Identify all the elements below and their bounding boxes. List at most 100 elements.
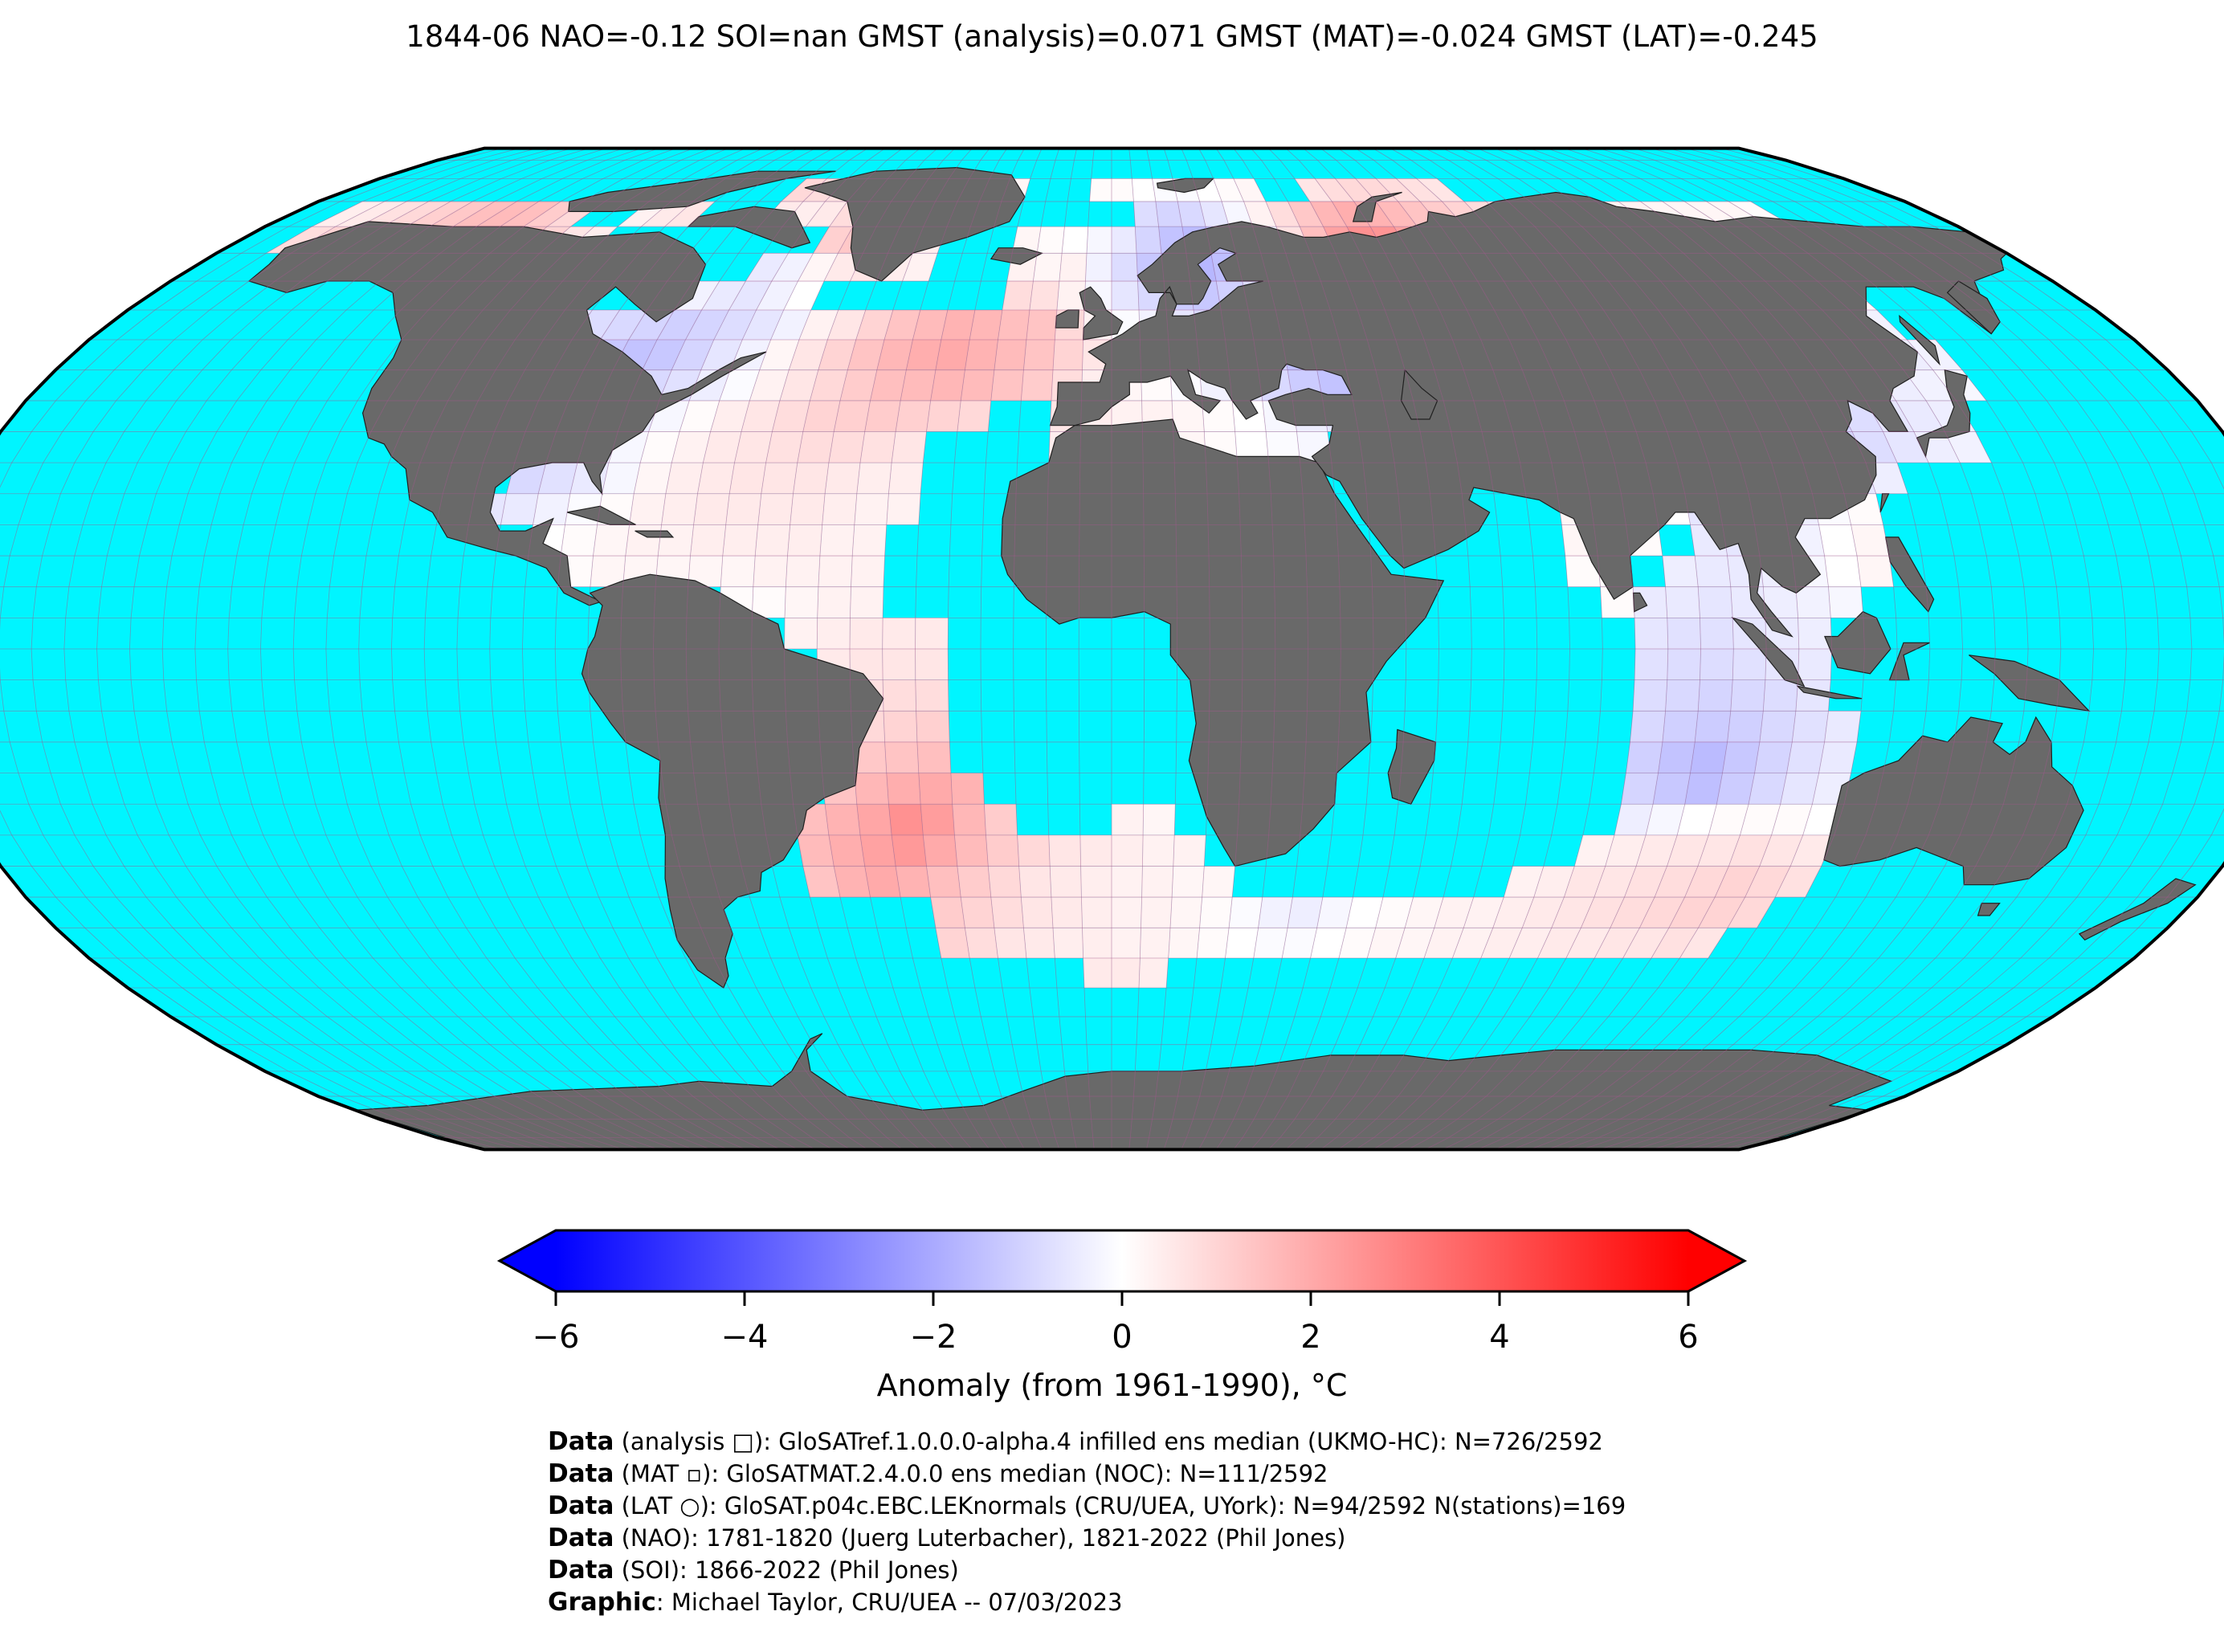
credit-key: Data — [548, 1459, 614, 1488]
anomaly-cell — [822, 493, 857, 525]
anomaly-cell — [851, 556, 885, 587]
anomaly-cell — [1142, 834, 1175, 867]
anomaly-cell — [453, 201, 517, 227]
anomaly-cell — [870, 369, 907, 401]
anomaly-cell — [1824, 711, 1861, 742]
anomaly-cell — [882, 618, 916, 649]
anomaly-cell — [1754, 742, 1793, 773]
anomaly-cell — [883, 711, 917, 742]
anomaly-cell — [856, 463, 892, 494]
anomaly-cell — [854, 493, 889, 525]
anomaly-cell — [1798, 618, 1832, 649]
colorbar-tick-label: 2 — [1300, 1319, 1321, 1356]
anomaly-cell — [1565, 556, 1601, 587]
anomaly-cell — [1029, 281, 1059, 310]
anomaly-cell — [1818, 524, 1857, 556]
anomaly-cell — [954, 834, 989, 867]
anomaly-cell — [1017, 834, 1051, 867]
anomaly-cell — [755, 524, 790, 556]
anomaly-cell — [1667, 834, 1709, 867]
anomaly-cell — [1594, 928, 1640, 958]
anomaly-cell — [864, 400, 901, 432]
anomaly-cell — [1565, 928, 1610, 958]
anomaly-cell — [965, 340, 998, 370]
anomaly-cell — [1626, 742, 1663, 773]
anomaly-cell — [840, 369, 877, 401]
colorbar-tick-label: 4 — [1489, 1319, 1510, 1356]
anomaly-cell — [998, 310, 1030, 340]
anomaly-cell — [1141, 897, 1173, 928]
anomaly-cell — [1621, 773, 1659, 805]
anomaly-cell — [1083, 958, 1112, 988]
anomaly-cell — [538, 463, 577, 494]
anomaly-cell — [1492, 897, 1534, 928]
anomaly-cell — [892, 431, 927, 463]
anomaly-cell — [1079, 834, 1112, 867]
anomaly-cell — [693, 493, 730, 525]
anomaly-cell — [915, 649, 949, 680]
anomaly-cell — [969, 310, 1002, 340]
anomaly-cell — [1667, 649, 1701, 680]
anomaly-cell — [916, 711, 950, 742]
anomaly-cell — [664, 201, 716, 227]
anomaly-cell — [1287, 201, 1324, 227]
anomaly-cell — [765, 431, 803, 463]
anomaly-cell — [1633, 586, 1667, 618]
anomaly-cell — [671, 431, 711, 463]
anomaly-cell — [1050, 866, 1082, 898]
data-credits: Data (analysis □): GloSATref.1.0.0.0-alp… — [548, 1426, 1626, 1618]
anomaly-cell — [1335, 178, 1377, 202]
anomaly-cell — [593, 524, 630, 556]
anomaly-cell — [752, 586, 786, 618]
anomaly-cell — [1037, 226, 1065, 254]
anomaly-cell — [720, 556, 756, 587]
anomaly-cell — [798, 253, 839, 281]
anomaly-cell — [1395, 928, 1434, 958]
anomaly-cell — [834, 400, 871, 432]
anomaly-cell — [1655, 866, 1698, 898]
anomaly-cell — [1170, 897, 1202, 928]
anomaly-cell — [1708, 804, 1749, 835]
north-america-land — [247, 221, 767, 606]
anomaly-cell — [500, 201, 561, 227]
anomaly-cell — [1749, 773, 1787, 805]
anomaly-cell — [634, 463, 672, 494]
anomaly-cell — [1622, 928, 1669, 958]
anomaly-cell — [1222, 201, 1253, 227]
anomaly-cell — [1081, 897, 1112, 928]
anomaly-cell — [1904, 369, 1957, 401]
anomaly-cell — [915, 618, 949, 649]
anomaly-cell — [1732, 649, 1767, 680]
anomaly-cell — [876, 340, 913, 370]
credit-text: (LAT ○): GloSAT.p04c.EBC.LEKnormals (CRU… — [614, 1492, 1626, 1519]
credit-key: Data — [548, 1524, 614, 1552]
anomaly-cell — [1424, 928, 1464, 958]
anomaly-cell — [1266, 431, 1300, 463]
anomaly-cell — [1662, 556, 1699, 587]
anomaly-cell — [855, 310, 893, 340]
anomaly-cell — [1795, 586, 1831, 618]
anomaly-cell — [806, 201, 847, 227]
credit-text: (analysis □): GloSATref.1.0.0.0-alpha.4 … — [614, 1428, 1603, 1455]
credit-line: Data (analysis □): GloSATref.1.0.0.0-alp… — [548, 1426, 1626, 1458]
anomaly-cell — [1112, 253, 1138, 281]
tasmania-land — [1977, 903, 2001, 916]
anomaly-cell — [1375, 897, 1414, 928]
credit-text: : Michael Taylor, CRU/UEA -- 07/03/2023 — [655, 1589, 1123, 1616]
anomaly-cell — [1021, 897, 1053, 928]
baffin-island-land — [687, 206, 811, 249]
anomaly-cell — [642, 340, 686, 370]
anomaly-cell — [1112, 834, 1144, 867]
anomaly-cell — [1818, 742, 1857, 773]
anomaly-cell — [1614, 804, 1654, 835]
anomaly-cell — [1698, 679, 1733, 712]
globe-outline — [0, 146, 2224, 1152]
anomaly-cell — [1396, 178, 1443, 202]
anomaly-cell — [561, 524, 598, 556]
anomaly-cell — [961, 369, 994, 401]
colorbar-tick-label: 6 — [1678, 1319, 1699, 1356]
anomaly-cell — [1790, 834, 1834, 867]
anomaly-cell — [1310, 928, 1347, 958]
anomaly-cell — [787, 524, 822, 556]
anomaly-cell — [827, 310, 866, 340]
